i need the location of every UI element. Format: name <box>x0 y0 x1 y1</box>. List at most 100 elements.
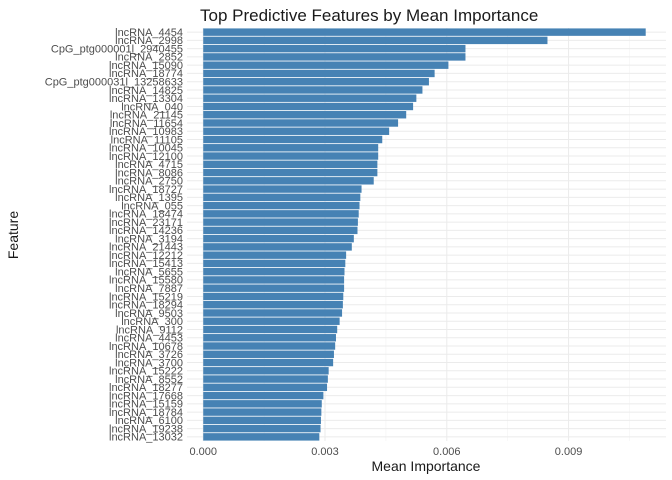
y-tick-label: CpG_ptg000001l_2940455 <box>51 43 183 55</box>
x-tick-label: 0.003 <box>311 446 339 458</box>
x-axis-title: Mean Importance <box>372 458 481 474</box>
y-tick-label: lncRNA_055 <box>121 200 183 212</box>
bar <box>203 53 466 61</box>
y-tick-label: lncRNA_4454 <box>115 27 183 39</box>
y-tick-label: lncRNA_040 <box>121 101 183 113</box>
bar <box>203 408 322 416</box>
bar <box>203 234 354 243</box>
y-tick-label: lncRNA_18277 <box>109 382 183 394</box>
bar <box>203 193 361 202</box>
y-tick-label: lncRNA_19238 <box>109 423 183 435</box>
bar <box>203 201 360 210</box>
bar <box>203 350 334 358</box>
bar <box>203 276 345 284</box>
y-tick-label: lncRNA_10678 <box>109 341 183 353</box>
y-tick-label: lncRNA_15580 <box>109 275 183 287</box>
bar <box>203 28 646 36</box>
y-tick-label: lncRNA_2852 <box>115 52 183 64</box>
y-tick-label: lncRNA_10045 <box>109 143 183 155</box>
y-tick-label: lncRNA_9503 <box>115 308 183 320</box>
bar <box>203 168 378 177</box>
y-tick-label: lncRNA_15159 <box>109 399 183 411</box>
bar <box>203 185 362 193</box>
y-tick-label: lncRNA_2750 <box>115 176 183 188</box>
bar <box>203 342 336 350</box>
y-tick-label: lncRNA_9112 <box>116 324 183 336</box>
x-tick-label: 0.000 <box>189 446 217 458</box>
y-tick-label: lncRNA_14825 <box>109 85 183 97</box>
y-tick-label: lncRNA_18474 <box>109 209 183 221</box>
y-axis-title: Feature <box>5 211 21 259</box>
bar <box>203 284 345 292</box>
y-tick-label: lncRNA_8086 <box>115 167 183 179</box>
y-tick-label: lncRNA_18294 <box>109 300 183 312</box>
y-tick-label: lncRNA_18784 <box>109 407 183 419</box>
y-tick-label: lncRNA_21443 <box>109 242 183 254</box>
y-tick-label: lncRNA_4715 <box>115 159 183 171</box>
bar <box>203 111 407 119</box>
bar <box>203 69 435 78</box>
bar <box>203 61 449 69</box>
bar <box>203 375 328 383</box>
y-tick-label: lncRNA_1395 <box>115 192 183 204</box>
x-tick-label: 0.009 <box>555 446 583 458</box>
bar <box>203 218 358 226</box>
bar <box>203 152 379 160</box>
y-tick-label: lncRNA_3726 <box>115 349 183 361</box>
y-tick-label: lncRNA_5655 <box>115 266 183 278</box>
y-tick-label: lncRNA_13304 <box>109 93 183 105</box>
bar <box>203 119 399 127</box>
y-tick-label: lncRNA_23171 <box>109 217 183 229</box>
y-tick-label: lncRNA_300 <box>121 316 183 328</box>
bar <box>203 317 340 325</box>
y-tick-label: lncRNA_18774 <box>109 68 183 80</box>
bar <box>203 400 322 408</box>
x-tick-labels: 0.000 0.003 0.006 0.009 <box>189 446 582 458</box>
bar <box>203 259 346 268</box>
y-tick-label: lncRNA_15219 <box>109 291 183 303</box>
y-tick-label: lncRNA_15090 <box>109 60 183 72</box>
x-tick-label: 0.006 <box>433 446 461 458</box>
bar <box>203 267 345 276</box>
y-tick-label: lncRNA_10983 <box>109 126 183 138</box>
y-tick-label: lncRNA_21145 <box>110 110 183 122</box>
bar <box>203 367 329 375</box>
y-tick-label: lncRNA_12212 <box>109 250 183 262</box>
y-tick-label: lncRNA_12100 <box>109 151 183 163</box>
y-tick-label: lncRNA_8552 <box>115 374 183 386</box>
bar <box>203 383 328 392</box>
bar <box>203 292 344 301</box>
bar <box>203 127 390 135</box>
y-tick-label: lncRNA_14236 <box>109 225 183 237</box>
bar <box>203 102 414 111</box>
chart-title: Top Predictive Features by Mean Importan… <box>200 6 538 25</box>
y-tick-label: CpG_ptg000031l_13258633 <box>45 76 183 88</box>
bar <box>203 416 321 425</box>
y-tick-label: lncRNA_11105 <box>111 134 183 146</box>
bar <box>203 226 358 235</box>
bar <box>203 300 343 309</box>
bar <box>203 94 417 102</box>
y-tick-label: lncRNA_11654 <box>110 118 183 130</box>
bar <box>203 77 429 86</box>
bar <box>203 251 347 259</box>
bar <box>203 334 336 342</box>
y-tick-label: lncRNA_6100 <box>115 415 183 427</box>
y-tick-label: lncRNA_17668 <box>109 390 183 402</box>
bar <box>203 144 379 152</box>
bar <box>203 135 383 144</box>
bar <box>203 433 320 441</box>
bar <box>203 86 423 94</box>
bar <box>203 391 324 400</box>
y-tick-labels: lncRNA_4454lncRNA_2998CpG_ptg000001l_294… <box>45 27 183 444</box>
y-tick-label: lncRNA_18727 <box>109 184 183 196</box>
bar <box>203 210 359 218</box>
bar <box>203 424 321 433</box>
bar <box>203 36 548 45</box>
bar <box>203 44 466 53</box>
y-tick-label: lncRNA_3700 <box>115 357 183 369</box>
bar <box>203 358 334 367</box>
y-tick-label: lncRNA_2998 <box>115 35 183 47</box>
bar <box>203 177 374 185</box>
